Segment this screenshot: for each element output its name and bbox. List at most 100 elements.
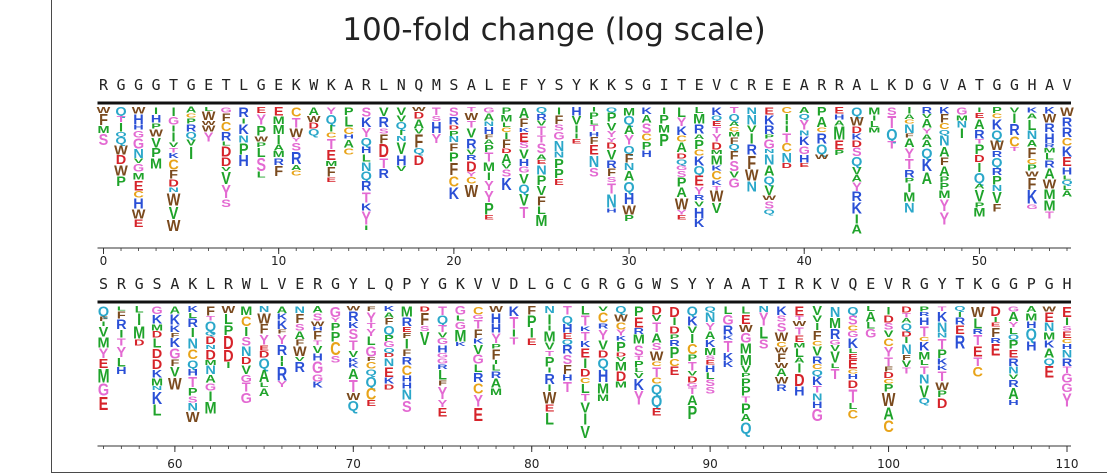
logo-glyph: P	[741, 401, 751, 417]
logo-glyph: D	[687, 375, 698, 385]
logo-glyph: V	[379, 105, 389, 119]
logo-glyph: S	[361, 105, 371, 119]
logo-glyph: T	[724, 338, 733, 356]
logo-glyph: P	[384, 334, 394, 343]
logo-glyph: S	[519, 141, 529, 150]
logo-glyph: R	[922, 105, 933, 115]
logo-glyph: Q	[816, 141, 827, 156]
logo-glyph: W	[222, 304, 236, 315]
logo-glyph: P	[634, 303, 644, 319]
logo-glyph: D	[676, 152, 686, 161]
logo-glyph: G	[133, 162, 144, 175]
logo-glyph: G	[483, 107, 494, 115]
logo-glyph: R	[776, 382, 787, 393]
logo-glyph: F	[367, 357, 376, 363]
logo-glyph: Q	[597, 356, 608, 372]
logo-glyph: S	[729, 159, 739, 175]
logo-glyph: N	[1062, 347, 1072, 360]
logo-glyph: K	[848, 335, 859, 350]
logo-glyph: P	[992, 106, 1002, 115]
logo-glyph: C	[669, 357, 679, 368]
logo-glyph: F	[295, 311, 304, 326]
logo-glyph: Y	[677, 115, 687, 128]
logo-glyph: V	[975, 188, 985, 206]
sequence-residue: K	[813, 275, 822, 293]
logo-glyph: N	[554, 150, 564, 160]
logo-glyph: S	[291, 140, 301, 153]
sequence-residue: K	[607, 76, 616, 94]
logo-glyph: E	[527, 336, 537, 347]
logo-glyph: T	[831, 367, 840, 383]
logo-glyph: E	[834, 138, 844, 152]
logo-glyph: I	[785, 120, 789, 126]
logo-glyph: E	[366, 399, 376, 408]
logo-glyph: G	[722, 312, 733, 327]
logo-glyph: A	[922, 134, 933, 142]
logo-glyph: A	[384, 311, 395, 320]
logo-glyph: T	[467, 119, 476, 130]
sequence-residue: I	[777, 275, 786, 293]
logo-glyph: K	[937, 365, 949, 372]
logo-glyph: L	[741, 305, 750, 317]
logo-glyph: I	[904, 335, 908, 345]
logo-glyph: M	[793, 342, 805, 349]
logo-glyph: H	[491, 311, 501, 327]
logo-glyph: A	[484, 111, 494, 122]
logo-glyph: V	[537, 183, 547, 198]
logo-glyph: M	[500, 113, 512, 124]
logo-glyph: P	[694, 138, 704, 152]
logo-glyph: A	[491, 376, 502, 390]
logo-glyph: L	[634, 368, 643, 374]
logo-glyph: G	[220, 107, 231, 115]
logo-glyph: C	[687, 342, 698, 358]
logo-glyph: L	[367, 334, 376, 347]
logo-glyph: I	[797, 361, 801, 375]
logo-glyph: F	[884, 366, 893, 373]
logo-glyph: Y	[326, 105, 336, 116]
logo-glyph: F	[295, 339, 304, 348]
sequence-residue: T	[759, 275, 768, 293]
sequence-residue: E	[866, 275, 875, 293]
logo-glyph: L	[795, 346, 804, 360]
sequence-residue: G	[634, 275, 643, 293]
logo-glyph: S	[188, 395, 198, 404]
logo-glyph: Q	[886, 127, 898, 145]
logo-glyph: L	[344, 114, 353, 130]
logo-glyph: W	[793, 320, 807, 328]
logo-glyph: P	[188, 385, 198, 398]
logo-glyph: H	[1062, 165, 1072, 177]
sequence-residue: A	[170, 275, 179, 293]
logo-glyph: M	[868, 127, 880, 134]
logo-glyph: C	[781, 105, 792, 115]
logo-glyph: I	[280, 355, 284, 363]
logo-glyph: Q	[518, 182, 529, 196]
sequence-residue: P	[1027, 275, 1036, 293]
logo-glyph: E	[256, 105, 266, 115]
logo-glyph: N	[589, 153, 599, 171]
logo-glyph: I	[592, 107, 596, 114]
logo-glyph: K	[473, 338, 484, 345]
logo-glyph: T	[379, 156, 388, 172]
logo-glyph: W	[465, 111, 479, 122]
logo-glyph: K	[705, 338, 715, 349]
logo-glyph: W	[775, 375, 789, 386]
logo-glyph: V	[634, 372, 644, 380]
logo-glyph: T	[902, 312, 911, 319]
logo-glyph: I	[405, 336, 409, 351]
logo-glyph: I	[242, 117, 246, 126]
logo-glyph: S	[313, 311, 323, 322]
logo-glyph: G	[764, 137, 775, 151]
logo-glyph: G	[687, 383, 698, 389]
logo-glyph: M	[1043, 330, 1055, 341]
logo-glyph: F	[1028, 146, 1037, 162]
sequence-residue: Y	[706, 275, 715, 293]
logo-glyph: V	[519, 172, 529, 188]
logo-glyph: M	[535, 212, 547, 230]
